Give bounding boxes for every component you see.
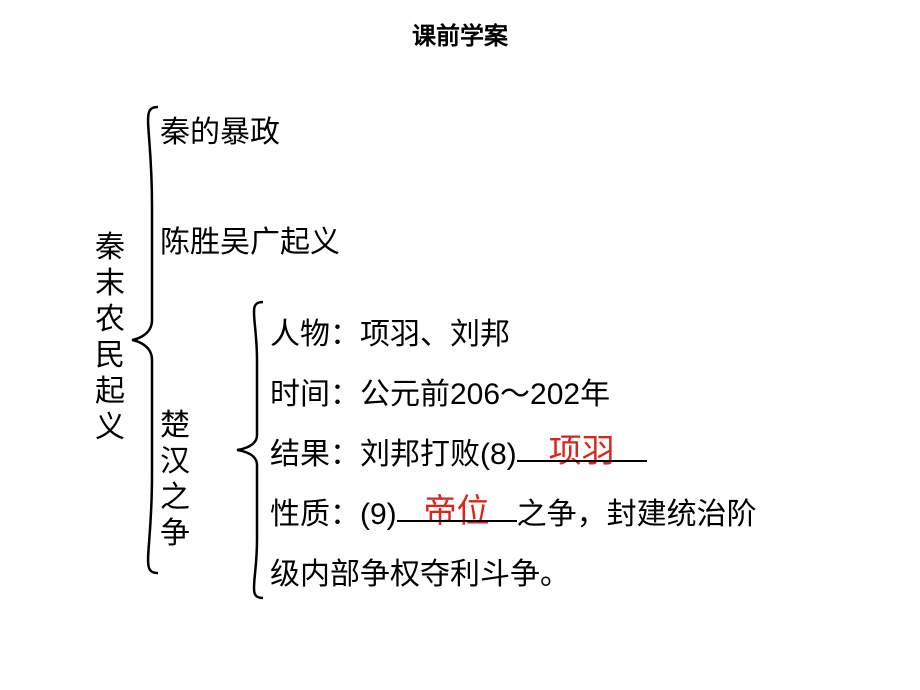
sub-detail-area: 人物：项羽、刘邦 时间：公元前206～202年 结果：刘邦打败(8) 项羽 性质… — [270, 305, 890, 605]
nature-suffix-1: 之争，封建统治阶 — [517, 498, 757, 531]
main-topic-label: 秦末农民起义 — [95, 230, 125, 446]
result-prefix: 刘邦打败(8) — [360, 438, 517, 471]
outline-diagram: 秦末农民起义 秦的暴政 陈胜吴广起义 楚汉 之争 人物：项羽、刘邦 时间：公元前… — [0, 0, 920, 690]
time-value: 公元前206～202年 — [360, 378, 610, 411]
sub-topic-label-line1: 楚汉 — [160, 409, 190, 478]
outline-item-2: 陈胜吴广起义 — [160, 225, 340, 261]
people-label: 人物： — [270, 318, 360, 351]
sub-topic-label: 楚汉 之争 — [160, 408, 190, 552]
answer-8: 项羽 — [517, 421, 647, 481]
detail-nature-2: 级内部争权夺利斗争。 — [270, 545, 890, 605]
detail-nature-1: 性质：(9) 帝位 之争，封建统治阶 — [270, 485, 890, 545]
detail-people: 人物：项羽、刘邦 — [270, 305, 890, 365]
nature-label: 性质： — [270, 498, 360, 531]
sub-brace — [235, 300, 265, 600]
blank-8-underline — [517, 460, 647, 462]
blank-9: 帝位 — [397, 485, 517, 545]
answer-9: 帝位 — [397, 481, 517, 541]
detail-time: 时间：公元前206～202年 — [270, 365, 890, 425]
detail-result: 结果：刘邦打败(8) 项羽 — [270, 425, 890, 485]
blank-8: 项羽 — [517, 425, 647, 485]
outline-item-1: 秦的暴政 — [160, 115, 280, 151]
nature-prefix: (9) — [360, 498, 397, 531]
people-value: 项羽、刘邦 — [360, 318, 510, 351]
main-brace — [130, 105, 160, 575]
blank-9-underline — [397, 520, 517, 522]
time-label: 时间： — [270, 378, 360, 411]
nature-suffix-2: 级内部争权夺利斗争。 — [270, 558, 570, 591]
result-label: 结果： — [270, 438, 360, 471]
sub-topic-label-line2: 之争 — [160, 480, 190, 552]
